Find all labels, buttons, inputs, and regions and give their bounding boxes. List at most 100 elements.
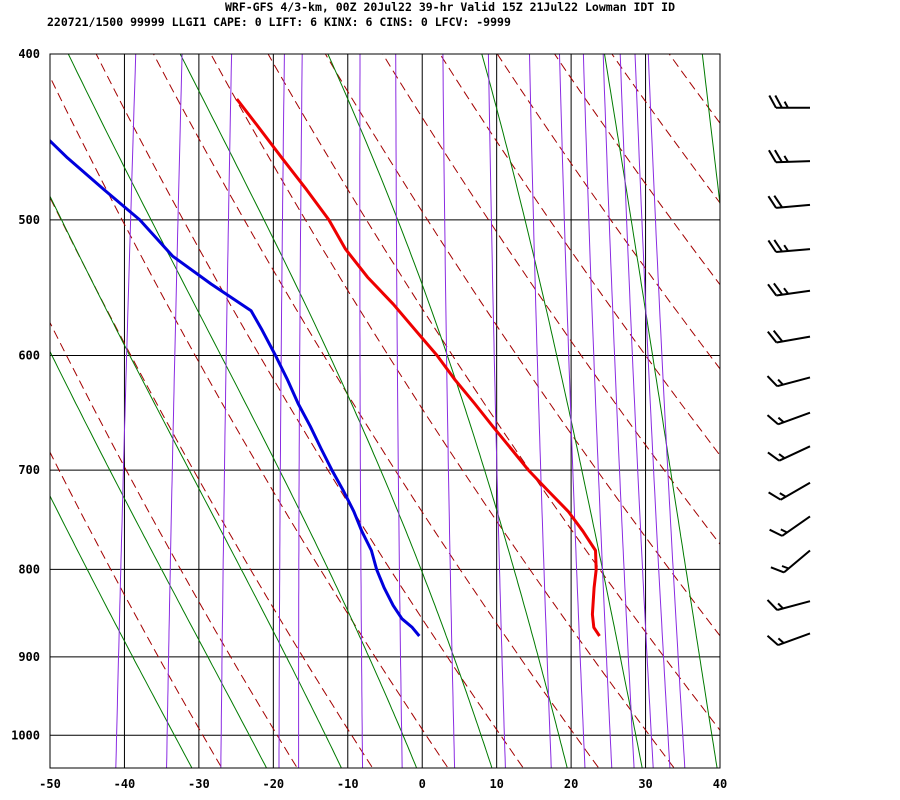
pressure-tick-label: 800 [18, 562, 40, 576]
mixing-ratio-line [528, 54, 552, 768]
header-line-1: WRF-GFS 4/3-km, 00Z 20Jul22 39-hr Valid … [225, 0, 675, 14]
temperature-trace [235, 98, 601, 637]
dry-adiabat [210, 54, 675, 768]
barb-half-flag [783, 155, 789, 163]
barb-flag [768, 149, 777, 163]
wind-barb [768, 149, 811, 164]
dry-adiabat [868, 16, 900, 779]
mixing-ratio-line [487, 54, 506, 768]
barb-half-flag [779, 492, 787, 498]
wind-barb [767, 445, 811, 462]
isotherm-grid [49, 54, 721, 768]
temperature-tick-label: 10 [489, 777, 503, 791]
dry-adiabat [50, 196, 374, 768]
mixing-ratio-line [359, 54, 364, 768]
background-lines [50, 16, 900, 779]
barb-half-flag [777, 602, 784, 610]
mixing-ratio-line [602, 54, 635, 768]
pressure-tick-label: 500 [18, 213, 40, 227]
barb-flag [773, 195, 783, 208]
dry-adiabat [50, 75, 449, 768]
mixing-ratio-line [220, 54, 233, 768]
barb-half-flag [783, 287, 790, 295]
barb-half-flag [777, 378, 784, 386]
barb-flag [770, 566, 785, 574]
barb-half-flag [777, 637, 785, 644]
barb-half-flag [780, 528, 788, 534]
dry-adiabat [324, 54, 720, 637]
moist-adiabat [50, 350, 268, 768]
wind-barb [770, 549, 811, 574]
barb-flag [773, 282, 784, 296]
barb-flag [766, 375, 778, 387]
pressure-tick-label: 700 [18, 463, 40, 477]
dry-adiabat [698, 16, 900, 779]
mixing-ratio-line [278, 54, 285, 768]
dry-adiabat [496, 54, 720, 370]
barb-flag [769, 528, 783, 537]
temperature-tick-label: 0 [419, 777, 426, 791]
wind-barb [766, 632, 811, 647]
barb-half-flag [778, 453, 786, 460]
temperature-tick-label: -40 [114, 777, 136, 791]
barb-half-flag [783, 101, 789, 109]
barb-flag [767, 195, 777, 209]
temperature-tick-label: 40 [713, 777, 727, 791]
pressure-tick-label: 1000 [11, 728, 40, 742]
dry-adiabat [382, 54, 720, 546]
temperature-tick-label: -10 [337, 777, 359, 791]
temperature-tick-label: -30 [188, 777, 210, 791]
barb-flag [766, 414, 779, 426]
wind-barbs [766, 95, 811, 647]
barb-flag [768, 491, 782, 501]
wind-barb [767, 195, 811, 209]
plot-frame [49, 53, 721, 769]
mixing-ratio-line [395, 54, 403, 768]
wind-barb [767, 282, 811, 297]
dewpoint-trace [50, 138, 421, 637]
barb-flag [766, 635, 779, 646]
moist-adiabat [701, 54, 720, 209]
dry-adiabat [152, 54, 600, 768]
dry-adiabat [50, 451, 223, 768]
pressure-tick-label: 600 [18, 348, 40, 362]
temperature-tick-label: 20 [564, 777, 578, 791]
temperature-tick-label: -20 [262, 777, 284, 791]
wind-barb [767, 239, 811, 253]
barb-flag [767, 283, 778, 297]
mixing-ratio-line [115, 54, 137, 768]
mixing-ratio-line [634, 54, 671, 768]
dry-adiabat [611, 54, 720, 204]
dry-adiabat [95, 54, 524, 768]
temperature-tick-label: 30 [638, 777, 652, 791]
mixing-ratio-line [166, 54, 183, 768]
barb-flag [767, 239, 777, 253]
moist-adiabat [481, 54, 643, 768]
pressure-tick-labels: 400 500 600 700 800 900 1000 [11, 47, 40, 742]
barb-half-flag [783, 244, 789, 252]
mixing-ratio-line [647, 54, 686, 768]
temperature-tick-label: -50 [39, 777, 61, 791]
wind-barb [767, 329, 811, 344]
barb-flag [774, 95, 783, 109]
barb-flag [772, 329, 784, 343]
dry-adiabat [553, 54, 720, 286]
wind-barb [768, 481, 811, 501]
dry-adiabat [50, 321, 298, 768]
moist-adiabat [783, 16, 867, 779]
dry-adiabat [439, 54, 720, 457]
barb-flag [767, 330, 778, 344]
barb-flag [768, 95, 777, 109]
dry-adiabat [755, 16, 900, 779]
mixing-ratio-line [558, 54, 586, 768]
moist-adiabat [50, 195, 342, 768]
moist-adiabat [50, 494, 193, 768]
barb-flag [767, 451, 780, 462]
mixing-ratio-line [442, 54, 456, 768]
wind-barb [766, 375, 811, 388]
barb-half-flag [781, 565, 789, 570]
mixing-ratio-line [582, 54, 613, 768]
header-line-2: 220721/1500 99999 LLGI1 CAPE: 0 LIFT: 6 … [47, 15, 511, 29]
barb-flag [773, 239, 783, 253]
wind-barb [769, 515, 811, 537]
